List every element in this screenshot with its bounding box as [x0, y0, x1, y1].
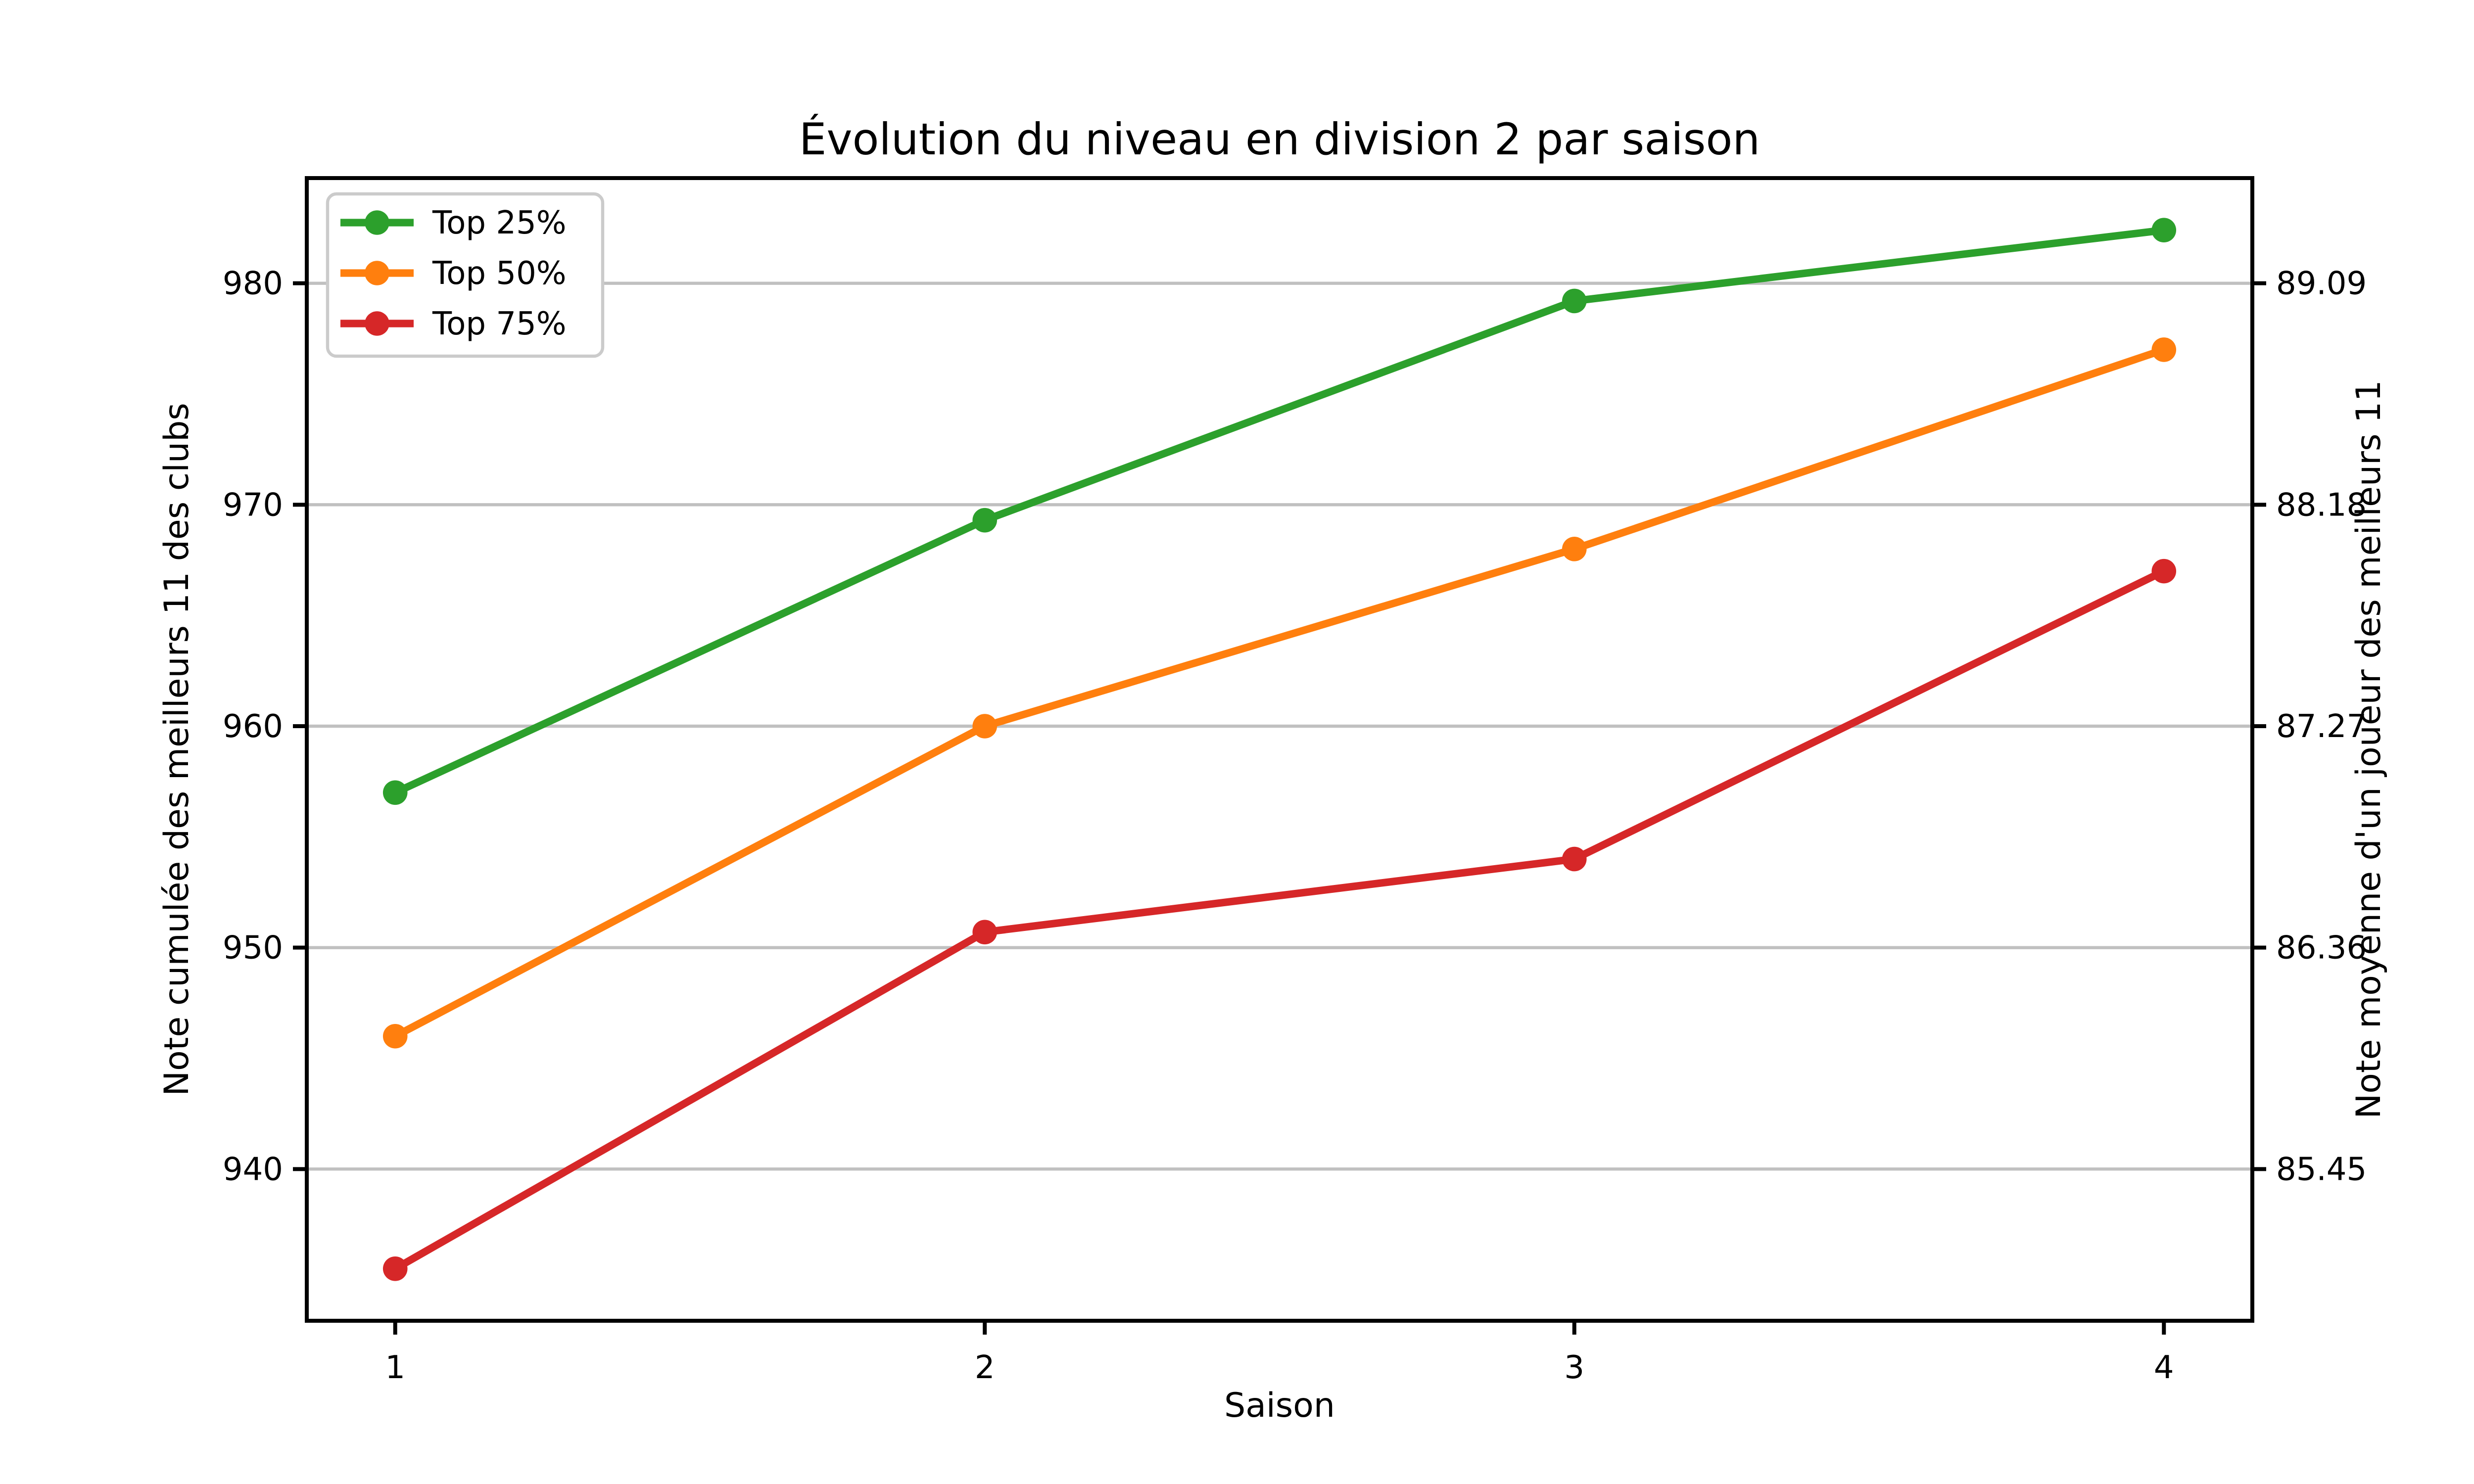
- series-line: [391, 226, 2168, 796]
- series-top-25: [382, 218, 2177, 805]
- data-point: [382, 1256, 408, 1281]
- data-point: [972, 508, 998, 533]
- x-axis-label: Saison: [1224, 1386, 1335, 1425]
- data-point: [1562, 537, 1587, 561]
- series-layer: [382, 218, 2177, 1281]
- legend: Top 25% Top 50% Top 75%: [326, 192, 605, 358]
- x-tick-label: 1: [385, 1349, 405, 1386]
- legend-label: Top 50%: [432, 255, 567, 292]
- legend-box: [326, 192, 605, 358]
- data-point: [1562, 288, 1587, 314]
- y-axis-label-left: Note cumulée des meilleurs 11 des clubs: [157, 403, 196, 1096]
- chart-title: Évolution du niveau en division 2 par sa…: [799, 114, 1760, 165]
- data-point: [2151, 337, 2177, 362]
- y-tick-label-left: 980: [223, 266, 283, 302]
- series-top-50: [382, 337, 2177, 1049]
- x-tick-label: 2: [975, 1349, 995, 1386]
- legend-marker: [365, 311, 389, 336]
- series-top-75: [382, 558, 2177, 1281]
- gridlines: [307, 281, 2252, 1171]
- legend-label: Top 75%: [432, 306, 567, 342]
- plot-border: [305, 176, 2254, 1323]
- y-tick-label-right: 85.45: [2276, 1151, 2367, 1188]
- y-tick-label-right: 89.09: [2276, 266, 2367, 302]
- data-point: [972, 714, 998, 739]
- x-tick-label: 3: [1564, 1349, 1584, 1386]
- x-tick-label: 4: [2154, 1349, 2174, 1386]
- y-tick-label-right: 87.27: [2276, 708, 2367, 745]
- legend-marker: [365, 261, 389, 285]
- legend-label: Top 25%: [432, 205, 567, 241]
- series-line: [391, 567, 2168, 1273]
- y-tick-label-left: 940: [223, 1151, 283, 1188]
- data-point: [382, 780, 408, 805]
- y-tick-label-right: 88.18: [2276, 487, 2367, 523]
- data-point: [2151, 218, 2177, 243]
- y-tick-label-left: 960: [223, 708, 283, 745]
- y-tick-label-left: 970: [223, 487, 283, 523]
- data-point: [972, 920, 998, 945]
- data-point: [2151, 558, 2177, 584]
- data-point: [1562, 846, 1587, 872]
- y-axis-label-right: Note moyenne d'un joueur des meilleurs 1…: [2349, 380, 2388, 1118]
- tick-labels: 940 85.45 950 86.36 960 87.27 970 88.18 980 89.09…: [223, 266, 2367, 1386]
- legend-marker: [365, 210, 389, 235]
- y-tick-label-right: 86.36: [2276, 930, 2367, 967]
- series-line: [391, 346, 2168, 1040]
- data-point: [382, 1023, 408, 1049]
- y-tick-label-left: 950: [223, 930, 283, 967]
- axis-ticks: [293, 281, 2266, 1335]
